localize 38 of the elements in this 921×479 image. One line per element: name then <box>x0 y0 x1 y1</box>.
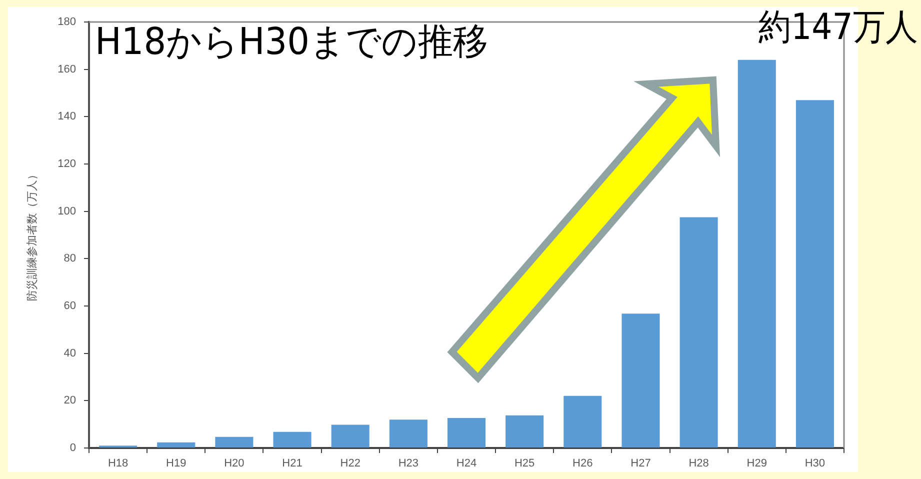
x-tick-label: H24 <box>456 458 477 470</box>
bar <box>680 217 718 448</box>
y-tick-label: 80 <box>64 252 76 265</box>
bar <box>273 432 312 448</box>
y-tick-label: 60 <box>64 300 76 312</box>
y-tick-label: 120 <box>58 158 76 170</box>
bar <box>506 415 544 448</box>
y-tick-label: 0 <box>70 442 76 454</box>
y-tick-label: 100 <box>58 205 76 218</box>
bar <box>331 424 370 448</box>
y-tick-label: 40 <box>64 347 76 360</box>
y-tick-label: 160 <box>58 63 76 76</box>
x-tick-label: H30 <box>804 458 826 470</box>
annotation: 約147万人 <box>758 7 918 48</box>
bar <box>157 442 196 448</box>
x-tick-label: H28 <box>688 458 709 470</box>
bar <box>215 436 254 448</box>
bar <box>389 420 428 448</box>
x-tick-label: H21 <box>282 458 302 470</box>
y-tick-label: 140 <box>58 110 76 123</box>
x-tick-label: H22 <box>340 458 360 470</box>
x-tick-label: H26 <box>572 458 593 470</box>
chart-title: H18からH30までの推移 <box>95 20 488 63</box>
x-tick-label: H25 <box>514 458 535 470</box>
x-tick-label: H19 <box>166 458 186 470</box>
x-tick-label: H18 <box>108 458 128 470</box>
x-tick-label: H20 <box>224 458 244 470</box>
x-tick-label: H27 <box>630 458 651 470</box>
bar <box>796 100 834 448</box>
bar <box>738 60 776 448</box>
bar <box>564 396 602 448</box>
x-tick-label: H29 <box>746 458 767 470</box>
y-axis-title: 防災訓練参加者数（万人） <box>26 169 39 301</box>
x-tick-label: H23 <box>398 458 419 470</box>
y-tick-label: 180 <box>58 16 76 28</box>
y-tick-label: 20 <box>64 394 76 407</box>
bar <box>622 314 660 448</box>
bar <box>447 418 486 448</box>
